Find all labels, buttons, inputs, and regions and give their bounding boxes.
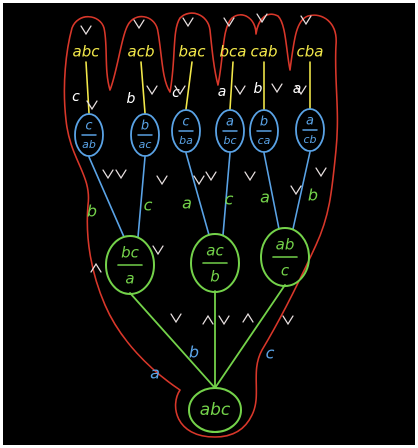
level1-node-4 [249, 109, 279, 153]
level1-edge-label: a [260, 188, 270, 207]
leaf-edge-label: c [172, 85, 180, 101]
edge-node2-to-node1-1 [137, 156, 146, 238]
level2-node-top-label: bc [121, 244, 140, 262]
arrow-mark [115, 169, 127, 180]
leaf-edge-label: a [293, 81, 302, 97]
level1-node-3 [215, 109, 245, 153]
level1-node-bottom-label: ba [179, 134, 193, 147]
leaf-label: bca [220, 43, 247, 61]
root-node-label: abc [200, 400, 231, 420]
level1-node-bottom-label: ac [139, 138, 152, 151]
level1-node-top-label: b [260, 115, 268, 130]
edge-node2-to-node1-0 [88, 156, 125, 238]
blackboard-background [3, 3, 415, 445]
level1-edge-label: b [87, 202, 97, 221]
edge-node2-to-node1-2 [185, 152, 210, 236]
arrow-mark [193, 175, 205, 186]
arrow-mark [146, 85, 158, 96]
level1-edge-label: c [144, 196, 153, 215]
arrow-mark [300, 15, 312, 26]
level2-node-bottom-label: a [125, 270, 134, 288]
level1-node-2 [171, 109, 201, 153]
leaf-edge-label: b [127, 91, 136, 107]
arrow-mark [86, 100, 98, 111]
arrow-mark [205, 171, 217, 182]
arrow-mark [90, 262, 102, 273]
level2-node-bottom-label: c [281, 262, 290, 280]
level1-node-5 [295, 108, 325, 152]
level1-node-top-label: c [85, 119, 92, 134]
arrow-mark [202, 314, 214, 325]
root-edge-label: a [150, 364, 160, 383]
leaf-edge-label: c [72, 89, 80, 105]
arrow-mark [152, 245, 164, 256]
arrow-mark [234, 85, 246, 96]
red-outline-layer [63, 12, 339, 438]
arrow-mark [182, 17, 194, 28]
nodes-layer [74, 108, 325, 433]
arrow-mark [80, 25, 92, 36]
arrow-mark [133, 19, 145, 30]
arrow-mark [271, 83, 283, 94]
arrow-mark [315, 167, 327, 178]
edges-layer [85, 61, 311, 389]
arrow-mark [282, 315, 294, 326]
level1-node-1 [130, 113, 160, 157]
leaf-label: acb [128, 43, 155, 61]
edge-node2-to-node1-4 [263, 152, 280, 230]
level1-edge-label: a [182, 194, 192, 213]
level2-node-top-label: ac [206, 242, 224, 260]
arrow-mark [170, 313, 182, 324]
root-edge-label: c [266, 344, 275, 363]
arrow-mark [174, 85, 186, 96]
arrow-mark [295, 85, 307, 96]
red-outline [63, 12, 339, 438]
edge-node1-to-leaf-2 [185, 61, 193, 110]
root-node [188, 387, 242, 433]
level1-node-bottom-label: cb [303, 133, 316, 146]
level1-node-bottom-label: ab [82, 138, 96, 151]
leaf-edge-label: a [218, 84, 227, 100]
edge-root-to-node2-0 [129, 292, 216, 389]
level1-edge-label: b [308, 186, 318, 205]
arrow-mark [290, 185, 302, 196]
level2-node-0 [105, 235, 155, 295]
edge-root-to-node2-2 [214, 284, 286, 389]
root-edge-label: b [189, 343, 199, 362]
level1-node-top-label: b [141, 119, 149, 134]
level1-node-top-label: c [182, 115, 189, 130]
leaf-label: bac [179, 43, 207, 61]
edge-node2-to-node1-3 [222, 152, 231, 236]
level1-node-top-label: a [226, 115, 234, 130]
arrow-mark [256, 13, 268, 24]
edge-node1-to-leaf-3 [229, 61, 234, 110]
level2-node-top-label: ab [276, 236, 295, 254]
arrow-mark [242, 312, 254, 323]
leaf-label: cab [251, 43, 278, 61]
edge-node2-to-node1-5 [292, 151, 311, 230]
arrow-mark [102, 169, 114, 180]
arrow-mark [244, 171, 256, 182]
level1-node-bottom-label: ca [258, 134, 271, 147]
level1-node-0 [74, 113, 104, 157]
edge-node1-to-leaf-1 [140, 61, 146, 114]
level1-node-top-label: a [306, 114, 314, 129]
level2-node-2 [260, 227, 310, 287]
arrows-layer [80, 13, 327, 326]
level1-node-bottom-label: bc [223, 134, 236, 147]
level1-edge-label: c [225, 190, 234, 209]
level2-node-bottom-label: b [210, 268, 220, 286]
leaf-label: cba [297, 43, 324, 61]
arrow-mark [218, 315, 230, 326]
level2-node-1 [190, 233, 240, 293]
leaf-edge-label: b [254, 81, 263, 97]
arrow-mark [223, 17, 235, 28]
leaf-label: abc [73, 43, 101, 61]
arrow-mark [156, 175, 168, 186]
